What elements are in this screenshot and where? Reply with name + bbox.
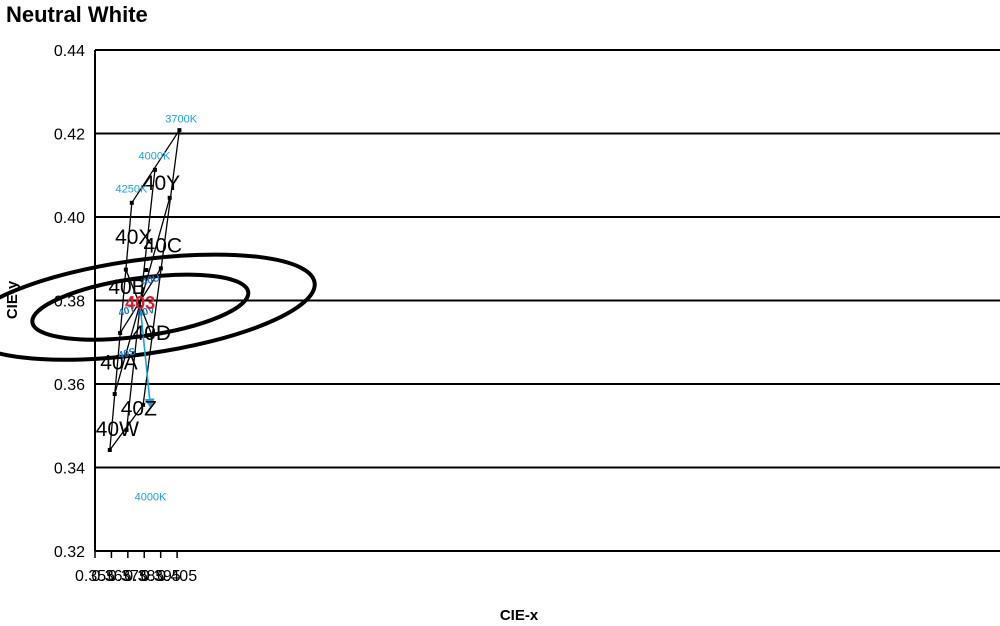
cct-arrow xyxy=(139,307,155,409)
vertex-point xyxy=(141,402,146,407)
axis-layer: 0.440.420.400.380.360.340.320.3550.3650.… xyxy=(54,43,1000,585)
x-tick-label: 0.405 xyxy=(157,568,197,585)
y-axis-label: CIE-y xyxy=(4,280,21,319)
bin-label: 40X xyxy=(115,226,152,249)
bin-label: 40Y xyxy=(143,172,180,195)
y-tick-label: 0.34 xyxy=(54,461,85,478)
bin-label: 40B xyxy=(108,276,145,299)
vertex-point xyxy=(144,268,149,273)
vertex-point xyxy=(152,167,157,172)
cct-label: 3700K xyxy=(165,114,197,126)
bin-label: 40A xyxy=(100,351,137,374)
x-tick-label: 0.395 xyxy=(141,568,181,585)
cct-label: 4000K xyxy=(135,491,167,503)
macadam-ellipse-inner xyxy=(30,272,251,342)
vertex-point xyxy=(129,200,134,205)
vertex-point xyxy=(131,351,136,356)
vertex-point xyxy=(112,392,117,397)
bin-line xyxy=(114,197,171,395)
vertex-point xyxy=(118,331,123,336)
vertex-point xyxy=(177,128,182,133)
center-bin-label: 403 xyxy=(125,293,155,313)
grid-layer xyxy=(95,49,1000,469)
vertex-point xyxy=(158,266,163,271)
x-tick-label: 0.355 xyxy=(75,568,115,585)
x-axis-label: CIE-x xyxy=(500,607,539,624)
x-tick-label: 0.365 xyxy=(91,568,131,585)
sub-bin-label: 40T xyxy=(117,304,136,319)
vertex-point xyxy=(150,333,155,338)
y-tick-label: 0.44 xyxy=(54,43,85,60)
sub-bin-label: 40S xyxy=(117,346,137,361)
bin-label: 40D xyxy=(133,322,172,345)
vertex-point xyxy=(107,447,112,452)
bin-line xyxy=(119,268,162,334)
y-tick-label: 0.36 xyxy=(54,377,85,394)
vertex-point xyxy=(167,195,172,200)
bin-label: 40C xyxy=(144,234,183,257)
cct-label: 4000K xyxy=(139,150,171,162)
ellipse-layer xyxy=(0,252,317,362)
bin-label: 40Z xyxy=(121,397,157,420)
y-tick-label: 0.42 xyxy=(54,127,85,144)
x-tick-label: 0.375 xyxy=(108,568,148,585)
vertex-point xyxy=(124,427,129,432)
vertex-point xyxy=(123,267,128,272)
sub-bin-label: 40U xyxy=(141,273,162,288)
bin-label: 40W xyxy=(96,418,139,441)
cct-label: 4250K xyxy=(116,183,148,195)
y-tick-label: 0.32 xyxy=(54,544,85,561)
macadam-ellipse-outer xyxy=(0,252,317,362)
chart-title: Neutral White xyxy=(6,2,148,27)
marks-layer xyxy=(107,128,182,452)
x-tick-label: 0.385 xyxy=(124,568,164,585)
y-tick-label: 0.40 xyxy=(54,210,85,227)
sub-bin-label: 40V xyxy=(136,305,156,320)
